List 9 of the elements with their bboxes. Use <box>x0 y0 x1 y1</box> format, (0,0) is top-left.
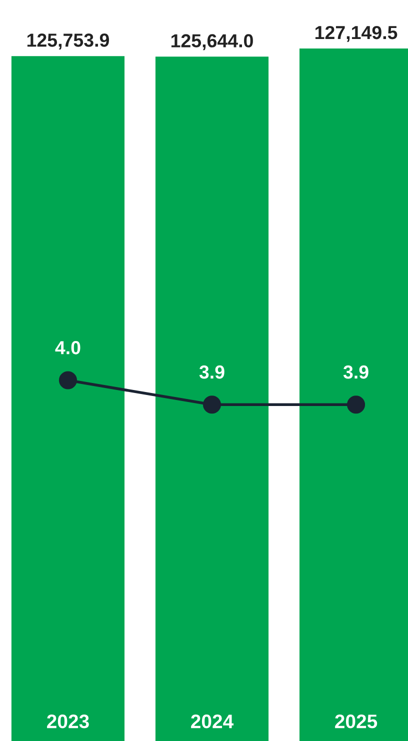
data-label: 4.0 <box>55 341 80 354</box>
x-tick-label: 2023 <box>47 714 89 728</box>
data-label: 3.9 <box>199 365 224 379</box>
x-tick-label: 2024 <box>191 714 234 728</box>
x-tick-label: 2025 <box>335 714 378 728</box>
data-label: 127,149.5 <box>315 26 398 42</box>
data-label: 125,644.0 <box>171 34 253 50</box>
data-label: 125,753.9 <box>27 34 109 50</box>
data-label: 3.9 <box>343 365 368 379</box>
